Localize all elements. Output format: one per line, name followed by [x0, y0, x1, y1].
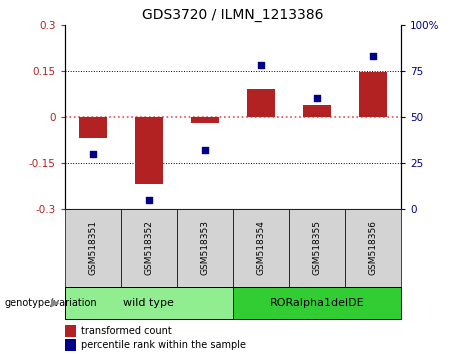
- Point: [89, 151, 96, 156]
- Text: genotype/variation: genotype/variation: [5, 298, 97, 308]
- Text: GSM518351: GSM518351: [88, 220, 97, 275]
- Bar: [135, 117, 163, 184]
- Title: GDS3720 / ILMN_1213386: GDS3720 / ILMN_1213386: [142, 8, 324, 22]
- Text: GSM518356: GSM518356: [368, 220, 378, 275]
- Bar: [191, 117, 219, 123]
- Point: [257, 62, 265, 68]
- Point: [313, 96, 321, 101]
- Text: GSM518354: GSM518354: [256, 220, 266, 275]
- Text: percentile rank within the sample: percentile rank within the sample: [81, 340, 246, 350]
- Text: transformed count: transformed count: [81, 326, 171, 336]
- Point: [201, 147, 208, 153]
- Point: [369, 53, 377, 59]
- Point: [145, 197, 152, 202]
- Text: GSM518352: GSM518352: [144, 220, 153, 275]
- Text: RORalpha1delDE: RORalpha1delDE: [270, 298, 364, 308]
- Text: wild type: wild type: [123, 298, 174, 308]
- Bar: [247, 89, 275, 117]
- Text: GSM518353: GSM518353: [200, 220, 209, 275]
- Text: ▶: ▶: [52, 298, 60, 308]
- Bar: [303, 104, 331, 117]
- Bar: [359, 72, 387, 117]
- Text: GSM518355: GSM518355: [313, 220, 321, 275]
- Bar: [78, 117, 106, 138]
